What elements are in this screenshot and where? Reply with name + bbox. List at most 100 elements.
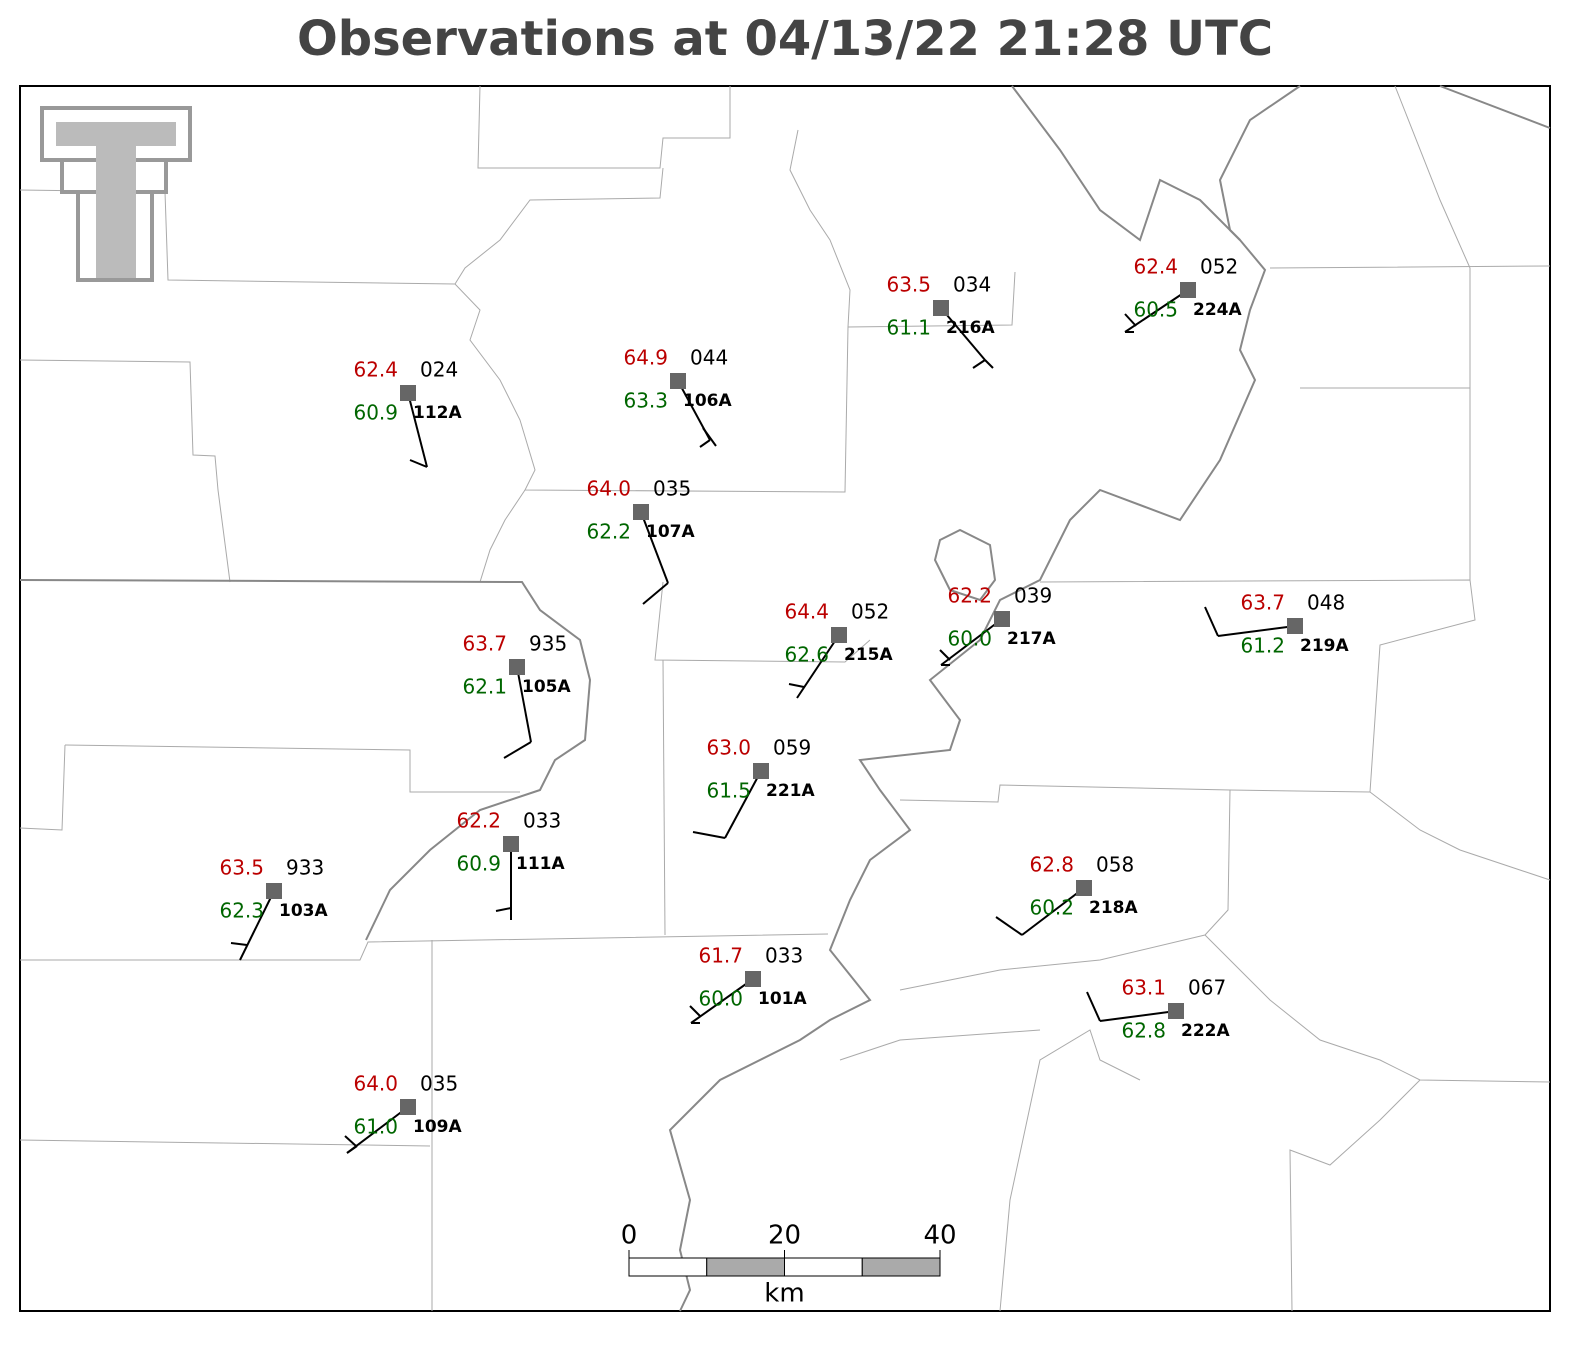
wind-barb-staff [516, 666, 532, 743]
pressure: 024 [420, 358, 458, 382]
dewpoint: 62.3 [219, 899, 264, 923]
wind-barb-staff [407, 392, 428, 468]
temperature: 63.7 [1240, 591, 1285, 615]
wind-barb-staff [346, 1106, 409, 1154]
temperature: 64.0 [586, 477, 631, 501]
dewpoint: 62.2 [586, 520, 631, 544]
scale-unit: km [764, 1279, 804, 1309]
wind-barb-feather [346, 1145, 358, 1154]
pressure: 044 [690, 346, 728, 370]
wind-barb-staff [1217, 625, 1296, 637]
temperature: 63.0 [706, 736, 751, 760]
wind-barb-feather [984, 359, 994, 369]
temperature: 64.0 [353, 1072, 398, 1096]
pressure: 039 [1014, 584, 1052, 608]
station-id: 101A [758, 989, 807, 1009]
station-marker [1168, 1003, 1184, 1019]
title: Observations at 04/13/22 21:28 UTC [297, 11, 1273, 67]
dewpoint: 60.9 [353, 401, 398, 425]
wind-barb-staff [690, 978, 754, 1024]
wind-barb-feather [495, 907, 512, 912]
wind-barb-staff [1099, 1010, 1177, 1022]
station-marker [503, 836, 519, 852]
stations: 62.4 024 60.9 112A 64.9 044 63.3 106A 64.0 035 62.… [219, 255, 1349, 1154]
station-id: 107A [646, 522, 695, 542]
station-marker [400, 1099, 416, 1115]
wind-barb-feather [1204, 606, 1219, 637]
temperature: 62.8 [1029, 853, 1074, 877]
wind-barb-staff [796, 634, 840, 699]
station-marker [745, 971, 761, 987]
station-id: 218A [1089, 898, 1138, 918]
temperature: 63.5 [219, 856, 264, 880]
temperature: 62.2 [947, 584, 992, 608]
station-marker [400, 385, 416, 401]
wind-barb-feather [642, 582, 669, 605]
pressure: 033 [523, 809, 561, 833]
station-id: 224A [1193, 300, 1242, 320]
station-id: 219A [1300, 636, 1349, 656]
pressure: 059 [773, 736, 811, 760]
wind-barb-staff [239, 890, 275, 961]
station-id: 112A [413, 403, 462, 423]
pressure: 058 [1096, 853, 1134, 877]
temperature: 63.1 [1121, 976, 1166, 1000]
dewpoint: 60.5 [1133, 298, 1178, 322]
station-id: 105A [522, 677, 571, 697]
station-id: 109A [413, 1117, 462, 1137]
station-id: 111A [516, 854, 565, 874]
wind-barb-staff [940, 618, 1003, 666]
station-marker [633, 504, 649, 520]
wind-barb-staff [724, 770, 762, 839]
county-borders [19, 85, 1551, 1312]
station-id: 222A [1181, 1021, 1230, 1041]
pressure: 048 [1307, 591, 1345, 615]
wind-barb-feather [702, 427, 717, 447]
station-id: 103A [279, 901, 328, 921]
station-marker [670, 373, 686, 389]
scale-segment [706, 1257, 785, 1277]
dewpoint: 60.9 [456, 852, 501, 876]
pressure: 035 [653, 477, 691, 501]
station-id: 215A [844, 645, 893, 665]
scale-segment [784, 1257, 863, 1277]
scale-label: 0 [621, 1221, 638, 1251]
wind-barb-feather [689, 1005, 701, 1017]
scale-segment [861, 1257, 941, 1277]
station-id: 106A [683, 391, 732, 411]
scale-segment [628, 1257, 708, 1277]
pressure: 935 [529, 632, 567, 656]
temperature: 62.4 [1133, 255, 1178, 279]
map-frame [19, 85, 1551, 1312]
wind-barb-feather [939, 649, 951, 661]
wind-barb-feather [995, 916, 1023, 936]
temperature: 62.2 [456, 809, 501, 833]
wind-barb-staff [940, 307, 986, 361]
pressure: 052 [1200, 255, 1238, 279]
station-id: 216A [946, 318, 995, 338]
temperature: 63.5 [886, 273, 931, 297]
pressure: 933 [286, 856, 324, 880]
station-marker [753, 763, 769, 779]
wind-barb-feather [344, 1135, 357, 1147]
station-marker [509, 659, 525, 675]
station-id: 221A [766, 781, 815, 801]
wind-barb-feather [692, 831, 726, 839]
dewpoint: 60.0 [698, 987, 743, 1011]
station-marker [933, 300, 949, 316]
temperature: 61.7 [698, 944, 743, 968]
dewpoint: 60.2 [1029, 896, 1074, 920]
station-id: 217A [1007, 629, 1056, 649]
pressure: 034 [953, 273, 991, 297]
dewpoint: 61.2 [1240, 634, 1285, 658]
wind-barb-staff [640, 511, 669, 584]
station-marker [1287, 618, 1303, 634]
dewpoint: 62.6 [784, 643, 829, 667]
station-marker [1180, 282, 1196, 298]
temperature: 63.7 [462, 632, 507, 656]
pressure: 067 [1188, 976, 1226, 1000]
wind-barb-feather [972, 359, 986, 369]
station-marker [266, 883, 282, 899]
wind-barb-feather [1086, 991, 1101, 1022]
scale-label: 40 [923, 1221, 956, 1251]
